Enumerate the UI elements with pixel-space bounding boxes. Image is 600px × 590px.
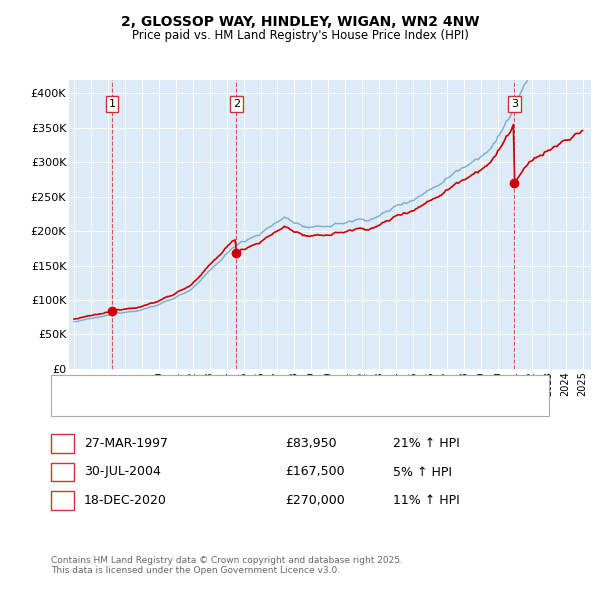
Text: £167,500: £167,500 xyxy=(285,466,344,478)
Text: 2: 2 xyxy=(58,466,67,478)
Text: 1: 1 xyxy=(109,99,115,109)
Text: 18-DEC-2020: 18-DEC-2020 xyxy=(84,494,167,507)
Text: ——: —— xyxy=(62,378,92,394)
Text: 3: 3 xyxy=(58,494,67,507)
Text: 3: 3 xyxy=(511,99,518,109)
Text: 2, GLOSSOP WAY, HINDLEY, WIGAN, WN2 4NW (detached house): 2, GLOSSOP WAY, HINDLEY, WIGAN, WN2 4NW … xyxy=(96,381,433,391)
Text: 21% ↑ HPI: 21% ↑ HPI xyxy=(393,437,460,450)
Text: ——: —— xyxy=(62,397,92,412)
Text: £83,950: £83,950 xyxy=(285,437,337,450)
Text: 2: 2 xyxy=(233,99,240,109)
Text: 2, GLOSSOP WAY, HINDLEY, WIGAN, WN2 4NW: 2, GLOSSOP WAY, HINDLEY, WIGAN, WN2 4NW xyxy=(121,15,479,29)
Text: £270,000: £270,000 xyxy=(285,494,345,507)
Text: 11% ↑ HPI: 11% ↑ HPI xyxy=(393,494,460,507)
Text: Price paid vs. HM Land Registry's House Price Index (HPI): Price paid vs. HM Land Registry's House … xyxy=(131,30,469,42)
Text: 30-JUL-2004: 30-JUL-2004 xyxy=(84,466,161,478)
Text: 1: 1 xyxy=(58,437,67,450)
Text: 5% ↑ HPI: 5% ↑ HPI xyxy=(393,466,452,478)
Text: HPI: Average price, detached house, Wigan: HPI: Average price, detached house, Wiga… xyxy=(96,400,322,410)
Text: Contains HM Land Registry data © Crown copyright and database right 2025.
This d: Contains HM Land Registry data © Crown c… xyxy=(51,556,403,575)
Text: 27-MAR-1997: 27-MAR-1997 xyxy=(84,437,168,450)
